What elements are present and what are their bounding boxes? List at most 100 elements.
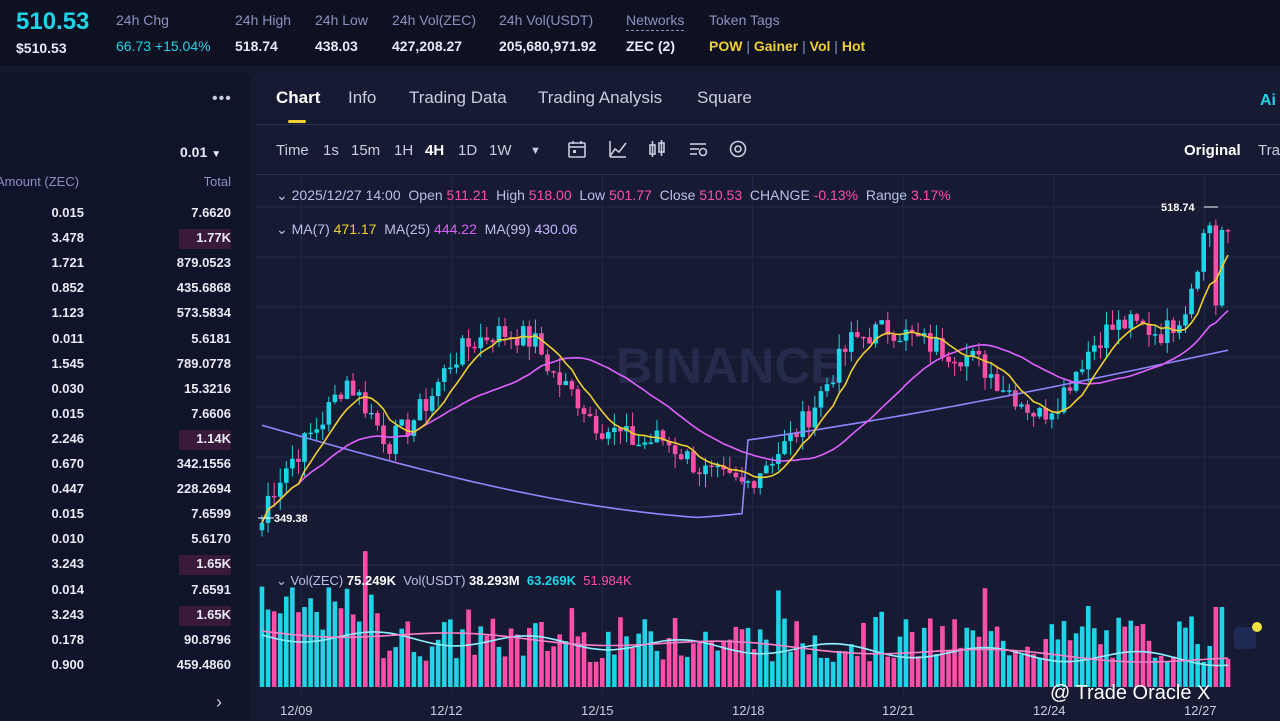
target-icon[interactable] <box>727 138 749 160</box>
candle-body <box>1031 412 1036 417</box>
order-book-row[interactable]: 3.243 1.65K <box>0 604 250 626</box>
assistant-icon[interactable] <box>1234 627 1256 649</box>
tab-trading-analysis[interactable]: Trading Analysis <box>538 88 663 107</box>
tab-trading-data[interactable]: Trading Data <box>409 88 507 107</box>
candle-body <box>1164 320 1170 344</box>
candles <box>259 219 1231 537</box>
last-price-usd: $510.53 <box>16 40 67 56</box>
tag-vol[interactable]: Vol <box>809 38 831 54</box>
settings-icon[interactable] <box>687 138 709 160</box>
volume-bar <box>448 619 453 687</box>
candle-body <box>417 399 423 421</box>
order-book-row[interactable]: 0.015 7.6599 <box>0 503 250 525</box>
order-book-row[interactable]: 1.721 879.0523 <box>0 252 250 274</box>
candlestick-chart[interactable]: BINANCE 518.74 349.38 ⌄ 2025/12/27 14:00… <box>256 174 1280 721</box>
candle-body <box>1098 345 1103 348</box>
tf-1w[interactable]: 1W <box>489 142 512 159</box>
collapse-icon[interactable]: ⌄ <box>276 187 288 203</box>
tf-time[interactable]: Time <box>276 142 309 159</box>
order-book-row[interactable]: 2.246 1.14K <box>0 428 250 450</box>
candle-body <box>290 458 295 469</box>
tab-square[interactable]: Square <box>697 88 752 107</box>
chart-canvas[interactable]: BINANCE 518.74 349.38 <box>256 175 1280 721</box>
calendar-icon[interactable] <box>566 138 588 160</box>
volume-bar <box>1073 633 1079 687</box>
order-book-row[interactable]: 1.545 789.0778 <box>0 353 250 375</box>
ticker-header: 510.53 $510.53 24h Chg 66.73 +15.04% 24h… <box>0 0 1280 66</box>
tag-gainer[interactable]: Gainer <box>753 38 799 54</box>
order-book-row[interactable]: 0.015 7.6620 <box>0 202 250 224</box>
chevron-right-icon[interactable]: › <box>216 692 222 712</box>
vol-usdt-label: Vol(USDT) <box>403 573 466 588</box>
row-total: 7.6620 <box>191 205 231 220</box>
row-total: 15.3216 <box>184 380 231 396</box>
caret-down-icon[interactable]: ▼ <box>530 145 541 157</box>
candle-body <box>885 320 891 335</box>
candle-body <box>271 495 277 498</box>
view-original[interactable]: Original <box>1184 142 1241 159</box>
view-tradingview[interactable]: Tra <box>1258 142 1280 159</box>
indicators-icon[interactable] <box>607 138 629 160</box>
volume-bar <box>332 601 338 687</box>
order-book-row[interactable]: 0.030 15.3216 <box>0 378 250 400</box>
volume-bar <box>533 623 538 687</box>
tf-1h[interactable]: 1H <box>394 142 414 159</box>
tf-1d[interactable]: 1D <box>458 142 478 159</box>
tab-info[interactable]: Info <box>348 88 377 107</box>
order-book-row[interactable]: 3.478 1.77K <box>0 227 250 250</box>
order-book-row[interactable]: 0.447 228.2694 <box>0 478 250 500</box>
volume-bar <box>824 657 830 687</box>
candle-body <box>739 477 745 482</box>
precision-select[interactable]: 0.01 ▼ <box>180 144 221 160</box>
order-book-row[interactable]: 0.014 7.6591 <box>0 579 250 601</box>
tf-15m[interactable]: 15m <box>351 142 381 159</box>
row-amount: 0.011 <box>52 330 84 346</box>
row-total: 573.5834 <box>176 305 231 321</box>
volume-bar <box>356 621 362 687</box>
order-book-row[interactable]: 0.011 5.6181 <box>0 328 250 350</box>
volume-bar <box>405 621 411 687</box>
row-amount: 3.478 <box>51 230 84 246</box>
volume-bar <box>1085 606 1091 687</box>
candle-body <box>636 444 641 447</box>
volume-bar <box>1128 620 1134 687</box>
order-book-row[interactable]: 0.010 5.6170 <box>0 528 250 550</box>
grid-lines <box>256 175 1280 695</box>
volume-bar <box>776 590 781 687</box>
row-total: 1.65K <box>196 606 231 622</box>
row-total: 1.65K <box>196 556 231 572</box>
tag-separator: | <box>746 38 750 54</box>
volume-bar <box>915 656 921 687</box>
volume-bar <box>897 636 903 687</box>
candle-body <box>259 522 265 531</box>
candle-type-icon[interactable] <box>646 138 668 160</box>
volume-bar <box>466 609 471 687</box>
order-book-row[interactable]: 0.178 90.8796 <box>0 629 250 651</box>
tf-1s[interactable]: 1s <box>323 142 339 159</box>
order-book-row[interactable]: 0.015 7.6606 <box>0 403 250 425</box>
volume-bar <box>1225 658 1231 687</box>
candle-body <box>277 482 283 497</box>
tf-4h[interactable]: 4H <box>425 142 445 159</box>
order-book-row[interactable]: 0.852 435.6868 <box>0 277 250 299</box>
tab-chart[interactable]: Chart <box>276 88 321 107</box>
ai-button[interactable]: Ai <box>1260 92 1276 109</box>
order-book-row[interactable]: 3.243 1.65K <box>0 553 250 576</box>
candle-body <box>369 412 374 415</box>
stat-networks[interactable]: Networks ZEC (2) <box>626 12 685 54</box>
volume-bar <box>520 655 526 687</box>
collapse-icon[interactable]: ⌄ <box>276 573 287 588</box>
tag-hot[interactable]: Hot <box>841 38 866 54</box>
candle-body <box>897 340 903 343</box>
collapse-icon[interactable]: ⌄ <box>276 221 288 237</box>
tag-pow[interactable]: POW <box>709 38 743 54</box>
row-total: 5.6170 <box>191 531 231 547</box>
order-book-row[interactable]: 0.900 459.4860 <box>0 654 250 676</box>
stat-label[interactable]: Networks <box>626 12 685 31</box>
order-book-row[interactable]: 0.670 342.1556 <box>0 453 250 475</box>
candle-body <box>599 433 605 439</box>
volume-bar <box>1140 623 1146 687</box>
more-dots-icon[interactable]: ••• <box>212 90 232 107</box>
order-book-row[interactable]: 1.123 573.5834 <box>0 302 250 324</box>
volume-bar <box>751 649 757 687</box>
